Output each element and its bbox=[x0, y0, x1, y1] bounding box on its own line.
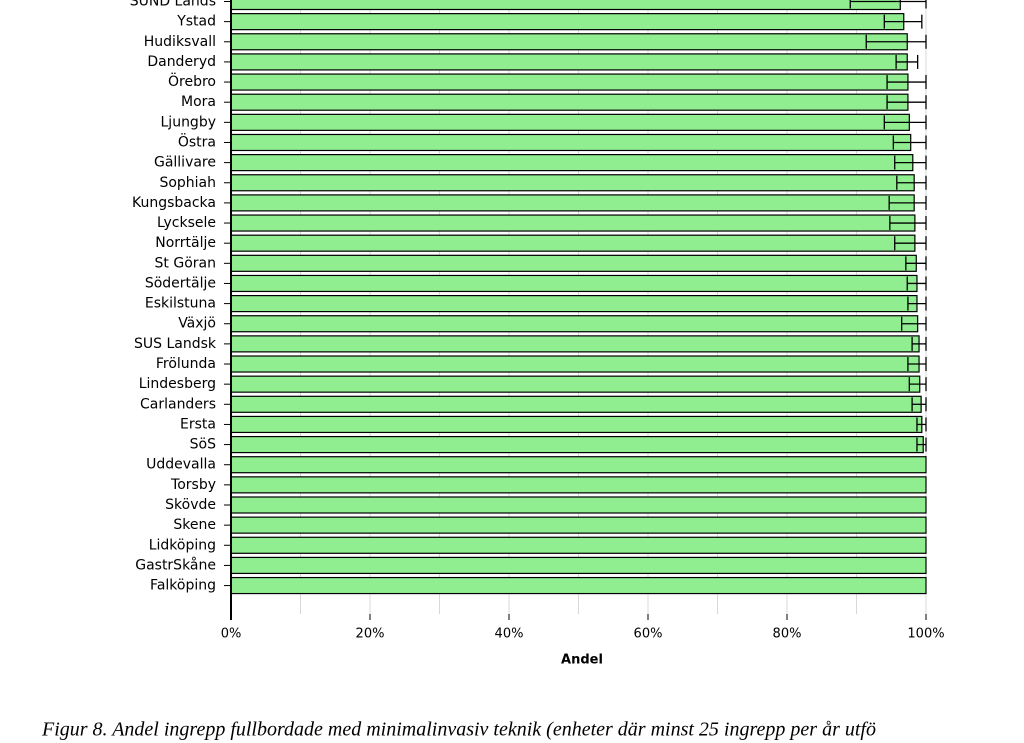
error-bar bbox=[849, 0, 927, 9]
bar bbox=[230, 274, 918, 293]
error-bar bbox=[908, 377, 927, 392]
bar bbox=[230, 0, 901, 11]
error-bar bbox=[911, 336, 927, 351]
x-axis-label: Andel bbox=[561, 653, 603, 668]
y-tick-label: Skövde bbox=[165, 497, 216, 513]
y-tick-label: Frölunda bbox=[156, 356, 216, 372]
bar bbox=[230, 113, 910, 131]
bar bbox=[230, 73, 909, 91]
bar bbox=[230, 254, 917, 272]
error-bar bbox=[883, 14, 923, 29]
bar bbox=[230, 154, 914, 172]
error-bar bbox=[894, 236, 927, 251]
y-tick-label: GastrSkåne bbox=[135, 556, 216, 573]
y-tick-label: Ystad bbox=[176, 14, 216, 30]
y-tick-label: Södertälje bbox=[145, 275, 216, 291]
error-bar bbox=[911, 397, 927, 412]
x-tick-label: 40% bbox=[495, 627, 524, 642]
error-bar bbox=[896, 175, 927, 190]
y-tick-label: Växjö bbox=[178, 316, 216, 332]
y-tick-label: Lindesberg bbox=[139, 376, 216, 392]
bar bbox=[230, 133, 912, 152]
error-bar bbox=[905, 256, 927, 271]
y-tick-label: Östra bbox=[178, 132, 216, 150]
y-tick-label: Ersta bbox=[180, 416, 216, 432]
bar bbox=[230, 234, 916, 252]
bar bbox=[230, 375, 921, 393]
y-tick-label: Örebro bbox=[168, 72, 216, 90]
y-tick-label: Eskilstuna bbox=[145, 296, 216, 312]
y-tick-label: Kungsbacka bbox=[132, 195, 216, 211]
y-tick-label: Danderyd bbox=[147, 54, 216, 70]
bar bbox=[230, 496, 927, 514]
error-bar bbox=[886, 75, 927, 90]
bar bbox=[230, 516, 927, 534]
error-bar bbox=[916, 417, 927, 432]
bar bbox=[230, 13, 905, 31]
bar bbox=[230, 355, 920, 373]
bar bbox=[230, 456, 927, 474]
bar bbox=[230, 214, 916, 232]
y-tick-label: Lycksele bbox=[157, 215, 216, 231]
y-tick-label: Mora bbox=[181, 94, 216, 110]
x-tick-label: 20% bbox=[356, 627, 385, 642]
error-bar bbox=[901, 316, 927, 331]
bar bbox=[230, 335, 920, 353]
y-tick-label: Torsby bbox=[170, 477, 216, 493]
y-tick-label: Ljungby bbox=[161, 114, 217, 130]
y-tick-label: Sophiah bbox=[159, 175, 216, 191]
x-tick-label: 0% bbox=[221, 627, 242, 642]
bar bbox=[230, 435, 924, 454]
bar bbox=[230, 33, 908, 51]
x-tick-label: 100% bbox=[907, 627, 944, 642]
error-bar bbox=[886, 95, 927, 110]
y-tick-label: SUS Landsk bbox=[134, 336, 217, 352]
caption: Figur 8. Andel ingrepp fullbordade med m… bbox=[41, 719, 876, 741]
y-tick-label: Falköping bbox=[150, 578, 216, 594]
y-tick-label: St Göran bbox=[155, 255, 216, 271]
x-tick-label: 80% bbox=[773, 627, 802, 642]
bar bbox=[230, 174, 915, 192]
error-bar bbox=[865, 34, 927, 49]
bar bbox=[230, 295, 918, 313]
bar bbox=[230, 415, 923, 434]
y-tick-label: Hudiksvall bbox=[144, 34, 216, 50]
y-tick-label: Uddevalla bbox=[146, 457, 216, 473]
bar bbox=[230, 93, 909, 111]
bar bbox=[230, 556, 927, 575]
bar bbox=[230, 536, 927, 554]
y-tick-label: SöS bbox=[190, 437, 216, 453]
bar bbox=[230, 395, 922, 413]
error-bar bbox=[907, 296, 927, 311]
x-tick-label: 60% bbox=[634, 627, 663, 642]
y-tick-label: Gällivare bbox=[154, 155, 216, 171]
bar bbox=[230, 576, 927, 595]
bar bbox=[230, 315, 919, 333]
bar bbox=[230, 194, 915, 212]
y-tick-label: Skene bbox=[173, 517, 216, 533]
error-bar bbox=[916, 437, 927, 452]
y-tick-label: Carlanders bbox=[140, 396, 216, 412]
error-bar bbox=[895, 54, 919, 69]
bar bbox=[230, 53, 908, 71]
error-bar bbox=[889, 216, 927, 231]
bar bbox=[230, 476, 927, 494]
error-bar bbox=[883, 115, 927, 130]
error-bar bbox=[907, 357, 927, 372]
y-tick-label: SUND Lands bbox=[130, 0, 216, 10]
error-bar bbox=[906, 276, 927, 291]
y-tick-label: Lidköping bbox=[149, 537, 216, 553]
error-bar bbox=[888, 195, 927, 210]
y-tick-label: Norrtälje bbox=[155, 235, 216, 251]
error-bar bbox=[892, 135, 927, 150]
error-bar bbox=[894, 155, 927, 170]
